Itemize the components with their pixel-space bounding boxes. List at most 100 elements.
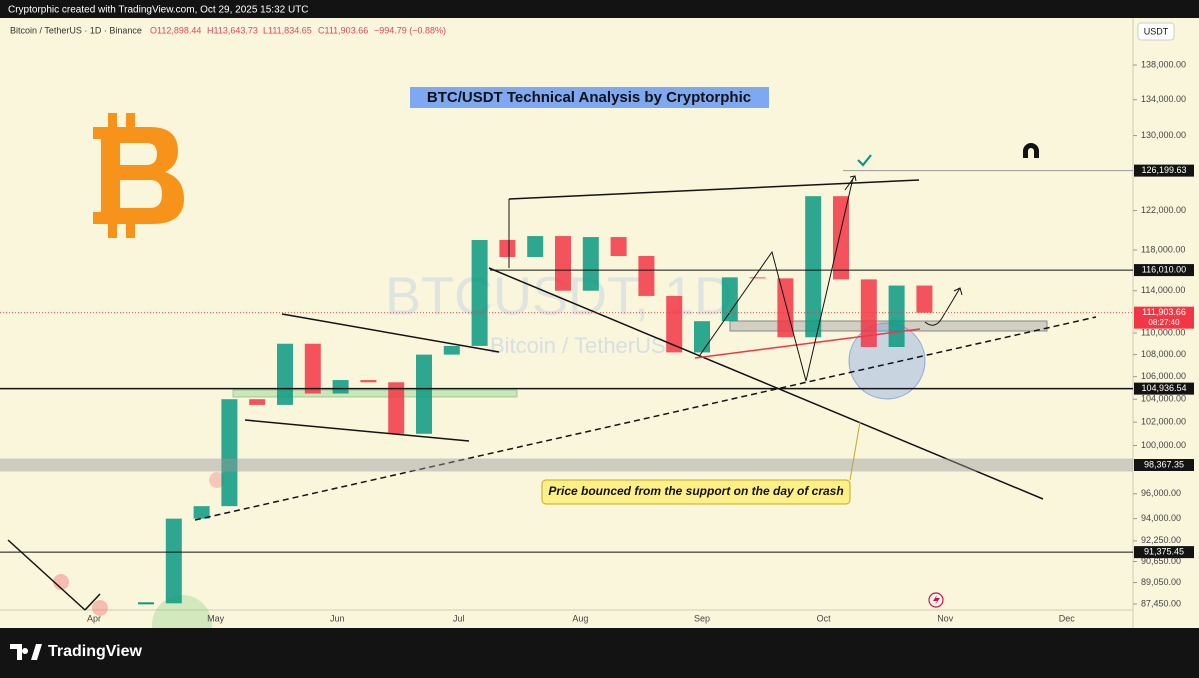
x-tick-label: Nov [937,613,954,623]
highlight-circle [53,574,69,590]
candle [610,237,627,257]
low: L111,834.65 [263,25,312,35]
axis: 138,000.00 134,000.00 130,000.00 122,000.00… [0,59,1194,623]
candle [165,518,182,604]
y-tick-label: 106,000.00 [1141,371,1186,381]
candle [527,236,544,258]
x-tick-label: Apr [87,613,101,623]
trendline [244,419,470,442]
y-tick-label: 130,000.00 [1141,130,1186,140]
brand: TradingView [48,643,143,660]
price-tag-label: 116,010.00 [1142,264,1186,274]
candle [193,506,210,519]
x-tick-label: Oct [817,613,832,623]
candle [249,399,266,405]
y-tick-label: 96,000.00 [1141,488,1181,498]
open: O112,898.44 [150,25,201,35]
candle [749,277,766,279]
price-tag [1134,306,1194,329]
price-tag [1134,164,1194,177]
candle [304,343,321,394]
y-tick-label: 122,000.00 [1141,205,1186,215]
x-tick-label: Aug [572,613,588,623]
currency: USDT [1144,26,1169,36]
candle [555,236,571,291]
y-tick-label: 134,000.00 [1141,94,1186,104]
path-projection [699,177,854,382]
trendline [488,267,1044,500]
checkmark [857,154,872,167]
y-tick-label: 90,650.00 [1141,556,1181,566]
event-icon[interactable] [928,592,944,608]
candle [277,343,293,405]
price-tag [1134,459,1194,472]
candle [582,237,599,291]
chart-area [0,18,1133,628]
y-tick-label: 87,450.00 [1141,598,1181,608]
candle [638,256,655,296]
price-tag-label: 111,903.66 [1142,307,1186,317]
y-tick-label: 118,000.00 [1141,244,1185,254]
y-tick-label: 94,000.00 [1141,513,1181,523]
x-tick-label: Jul [453,613,465,623]
candle [694,321,710,353]
title-highlight [410,87,769,108]
drawings [7,175,1097,611]
y-tick-label: 104,000.00 [1141,394,1186,404]
trendline [84,593,101,611]
y-tick-label: 102,000.00 [1141,417,1186,427]
y-tick-label: 138,000.00 [1141,59,1186,69]
candle [360,380,377,383]
candle [805,196,822,338]
event-icon [933,595,940,605]
candle [777,278,794,338]
top-bar [0,0,1199,18]
candle [388,382,405,434]
watermark-subtitle: Bitcoin / TetherUS [490,333,666,358]
x-tick-label: May [207,613,225,623]
trendline [694,328,921,359]
price-tag-label: 104,936.54 [1141,383,1186,393]
magnet-icon [1023,143,1039,158]
trendline [194,316,1097,521]
legend: Bitcoin / TetherUS · 1D · Binance O112,8… [10,25,446,35]
symbol: Bitcoin / TetherUS · 1D · Binance [10,25,142,35]
callout-pointer [849,421,861,481]
candle [221,399,238,507]
candle [666,295,683,353]
y-tick-label: 114,000.00 [1141,285,1185,295]
close: C111,903.66 [318,25,368,35]
candle [471,240,488,346]
price-tag-label: 98,367.35 [1144,459,1184,469]
x-tick-label: Dec [1059,613,1076,623]
highlight-circle [92,600,108,616]
tradingview-logo [10,644,42,660]
trendline [508,179,920,200]
demand-zone [729,320,1048,332]
candles [138,196,933,605]
zones [53,320,1048,655]
y-tick-label: 100,000.00 [1141,440,1186,450]
price-tag [1134,382,1194,395]
countdown: 08:27:40 [1148,318,1180,327]
high: H113,643.73 [207,25,258,35]
candle [916,285,933,313]
candle [332,380,349,394]
candle [860,279,877,347]
price-tag-label: 91,375.45 [1144,546,1184,556]
candle [721,277,738,322]
price-tag [1134,264,1194,277]
candle [499,240,516,258]
y-tick-label: 110,000.00 [1141,327,1185,337]
bottom-bar [0,628,1199,673]
candle [833,196,849,280]
arrow [844,175,857,191]
candle [443,345,460,355]
y-tick-label: 92,250.00 [1141,535,1181,545]
change: −994.79 (−0.88%) [374,25,446,35]
candle [888,285,905,347]
currency-box[interactable] [1137,22,1175,41]
x-tick-label: Sep [694,613,710,623]
